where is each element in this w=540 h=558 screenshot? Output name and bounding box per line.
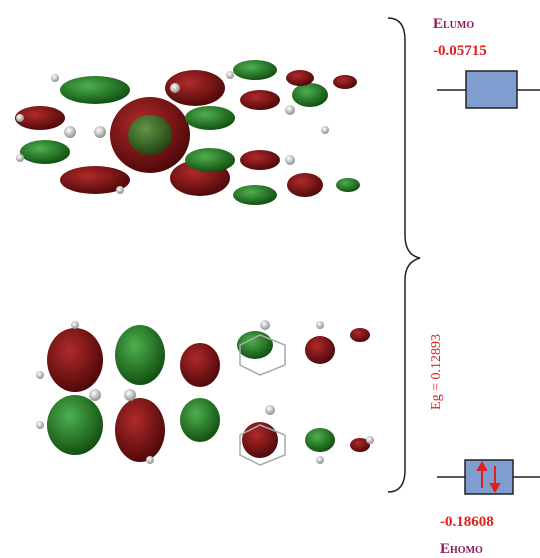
orbital-diagram: ELUMO -0.05715 Eg = 0.12893 -0.18608 EHO… (0, 0, 540, 558)
homo-box (465, 460, 513, 494)
lumo-box (466, 71, 517, 108)
homo-label: EHOMO (440, 541, 483, 557)
homo-energy: -0.18608 (440, 514, 494, 530)
gap-label: Eg = 0.12893 (429, 334, 444, 410)
brace (388, 18, 420, 492)
lumo-orbital (15, 60, 360, 205)
lumo-label: ELUMO (433, 16, 474, 32)
lumo-energy: -0.05715 (433, 43, 487, 59)
homo-orbital (36, 320, 374, 465)
